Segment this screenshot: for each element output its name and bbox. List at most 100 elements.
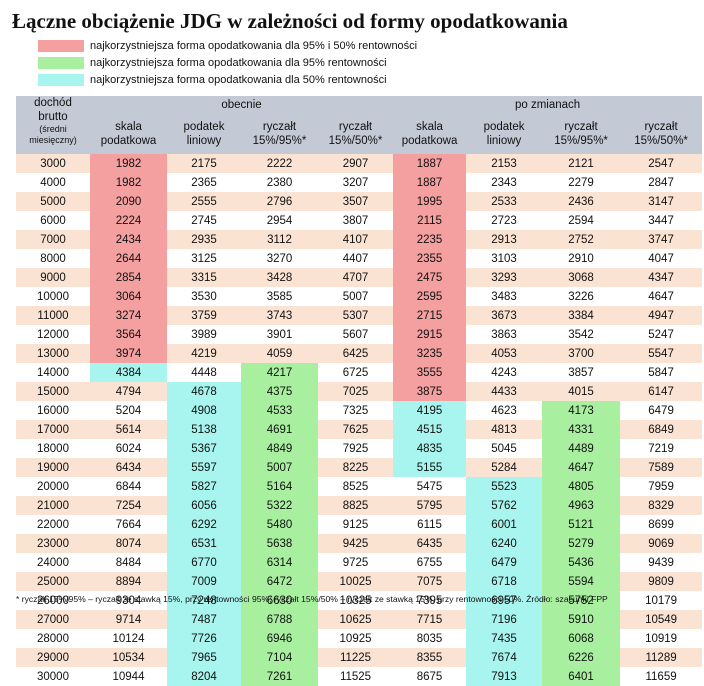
value-cell: 3530 [167,287,241,306]
value-cell: 3483 [466,287,543,306]
value-cell: 2644 [90,249,167,268]
value-cell: 3555 [393,363,467,382]
value-cell: 8699 [620,515,703,534]
page-title: Łączne obciążenie JDG w zależności od fo… [12,9,568,33]
value-cell: 2547 [620,154,703,173]
value-cell: 6434 [90,458,167,477]
value-cell: 5638 [241,534,318,553]
value-cell: 6068 [542,629,621,648]
value-cell: 3747 [620,230,703,249]
value-cell: 3207 [318,173,394,192]
value-cell: 2153 [466,154,543,173]
value-cell: 4947 [620,306,703,325]
value-cell: 2090 [90,192,167,211]
value-cell: 5155 [393,458,467,477]
value-cell: 4173 [542,401,621,420]
value-cell: 2115 [393,211,467,230]
value-cell: 2343 [466,173,543,192]
value-cell: 2380 [241,173,318,192]
value-cell: 5164 [241,477,318,496]
value-cell: 2555 [167,192,241,211]
value-cell: 2475 [393,268,467,287]
value-cell: 4678 [167,382,241,401]
value-cell: 4835 [393,439,467,458]
income-cell: 27000 [16,610,90,629]
income-cell: 8000 [16,249,90,268]
value-cell: 8355 [393,648,467,667]
column-header: ryczałt 15%/50%* [620,114,703,154]
value-cell: 6849 [620,420,703,439]
income-cell: 29000 [16,648,90,667]
value-cell: 4217 [241,363,318,382]
value-cell: 1982 [90,173,167,192]
value-cell: 7219 [620,439,703,458]
value-cell: 4047 [620,249,703,268]
value-cell: 5007 [241,458,318,477]
income-header-note: miesięczny) [29,135,77,145]
value-cell: 4489 [542,439,621,458]
value-cell: 5247 [620,325,703,344]
value-cell: 3901 [241,325,318,344]
value-cell: 2954 [241,211,318,230]
value-cell: 4849 [241,439,318,458]
value-cell: 2847 [620,173,703,192]
value-cell: 6314 [241,553,318,572]
table-row: 13000 3974 4219 4059 6425 3235 4053 3700 5547 [16,344,703,363]
table-row: 17000 5614 5138 4691 7625 4515 4813 4331 6849 [16,420,703,439]
value-cell: 5307 [318,306,394,325]
value-cell: 5480 [241,515,318,534]
table-row: 19000 6434 5597 5007 8225 5155 5284 4647 7589 [16,458,703,477]
value-cell: 7674 [466,648,543,667]
table-row: 26000 9304 7248 6630 10325 7395 6957 5752 10179 [16,591,703,610]
table-row: 28000 10124 7726 6946 10925 8035 7435 6068 10919 [16,629,703,648]
value-cell: 1887 [393,154,467,173]
value-cell: 6531 [167,534,241,553]
value-cell: 2935 [167,230,241,249]
value-cell: 7925 [318,439,394,458]
value-cell: 4794 [90,382,167,401]
value-cell: 5045 [466,439,543,458]
value-cell: 7913 [466,667,543,686]
table-row: 10000 3064 3530 3585 5007 2595 3483 3226 4647 [16,287,703,306]
value-cell: 3989 [167,325,241,344]
value-cell: 3125 [167,249,241,268]
value-cell: 8204 [167,667,241,686]
value-cell: 7104 [241,648,318,667]
value-cell: 2235 [393,230,467,249]
value-cell: 5475 [393,477,467,496]
value-cell: 6755 [393,553,467,572]
income-cell: 23000 [16,534,90,553]
value-cell: 2910 [542,249,621,268]
value-cell: 3147 [620,192,703,211]
income-cell: 17000 [16,420,90,439]
income-cell: 19000 [16,458,90,477]
value-cell: 9125 [318,515,394,534]
value-cell: 3428 [241,268,318,287]
column-header: podatek liniowy [167,114,241,154]
table-row: 20000 6844 5827 5164 8525 5475 5523 4805 7959 [16,477,703,496]
value-cell: 3507 [318,192,394,211]
value-cell: 6788 [241,610,318,629]
value-cell: 7664 [90,515,167,534]
value-cell: 7248 [167,591,241,610]
value-cell: 7589 [620,458,703,477]
value-cell: 4347 [620,268,703,287]
value-cell: 5827 [167,477,241,496]
value-cell: 5607 [318,325,394,344]
value-cell: 6147 [620,382,703,401]
value-cell: 4623 [466,401,543,420]
value-cell: 4813 [466,420,543,439]
value-cell: 4908 [167,401,241,420]
value-cell: 5436 [542,553,621,572]
income-cell: 6000 [16,211,90,230]
value-cell: 6770 [167,553,241,572]
value-cell: 8525 [318,477,394,496]
income-cell: 7000 [16,230,90,249]
value-cell: 2715 [393,306,467,325]
value-cell: 6226 [542,648,621,667]
value-cell: 5284 [466,458,543,477]
table-row: 16000 5204 4908 4533 7325 4195 4623 4173 6479 [16,401,703,420]
value-cell: 5847 [620,363,703,382]
value-cell: 9069 [620,534,703,553]
income-cell: 28000 [16,629,90,648]
